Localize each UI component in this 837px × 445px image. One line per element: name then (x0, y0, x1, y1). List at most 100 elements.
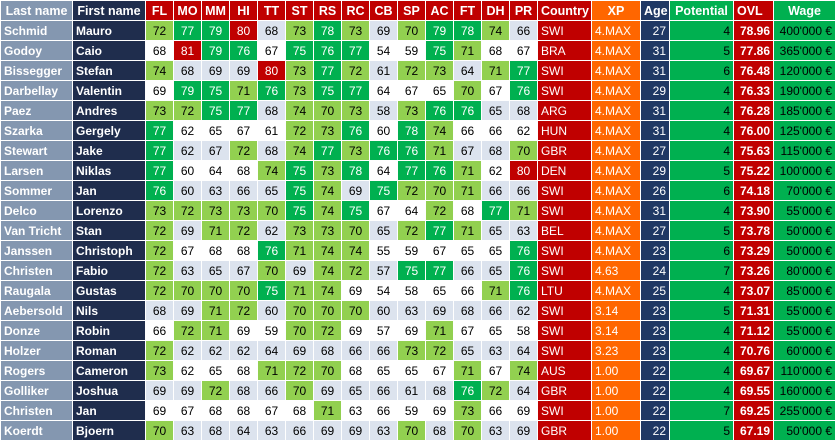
name-cell: Christoph (72, 240, 146, 261)
column-header: DH (481, 0, 510, 21)
stat-cell: 71 (453, 40, 482, 61)
stat-cell: 68 (201, 400, 230, 421)
info-cell: 73.90 (733, 200, 774, 221)
column-header: MM (201, 0, 230, 21)
stat-cell: 67 (257, 40, 286, 61)
stat-cell: 68 (201, 240, 230, 261)
stat-cell: 67 (425, 360, 454, 381)
stat-cell: 73 (145, 200, 174, 221)
stat-cell: 66 (481, 120, 510, 141)
stat-cell: 69 (509, 400, 538, 421)
stat-cell: 77 (341, 40, 370, 61)
info-cell: 73.78 (733, 220, 774, 241)
name-cell: Darbellay (0, 80, 73, 101)
column-header: PR (509, 0, 538, 21)
stat-cell: 69 (425, 300, 454, 321)
info-cell: 23 (640, 240, 670, 261)
name-cell: Andres (72, 100, 146, 121)
info-cell: GBR (537, 380, 592, 401)
name-cell: Bissegger (0, 60, 73, 81)
player-row: Van Tricht Stan 72 69 71 72 62 73 73 70 65 72 77 71 65… (0, 220, 836, 241)
stat-cell: 62 (173, 360, 202, 381)
stat-cell: 69 (173, 380, 202, 401)
stat-cell: 72 (173, 320, 202, 341)
player-row: Koerdt Bjoern 70 63 68 64 63 66 69 69 63 70 68 70 63 69… (0, 420, 836, 441)
name-cell: Stefan (72, 60, 146, 81)
name-cell: Roman (72, 340, 146, 361)
stat-cell: 76 (509, 240, 538, 261)
stat-cell: 73 (285, 20, 314, 41)
column-header: RS (313, 0, 342, 21)
info-cell: 5 (669, 160, 734, 181)
name-cell: Jan (72, 180, 146, 201)
stat-cell: 73 (341, 20, 370, 41)
info-cell: SWI (537, 180, 592, 201)
column-header: Age (640, 0, 670, 21)
column-header: FT (453, 0, 482, 21)
info-cell: 365'000 € (773, 40, 836, 61)
stat-cell: 75 (313, 80, 342, 101)
info-cell: 110'000 € (773, 360, 836, 381)
info-cell: 4.MAX (591, 140, 641, 161)
info-cell: 69.67 (733, 360, 774, 381)
info-cell: BRA (537, 40, 592, 61)
info-cell: 70.76 (733, 340, 774, 361)
info-cell: 75.22 (733, 160, 774, 181)
stat-cell: 76 (313, 40, 342, 61)
stat-cell: 74 (313, 240, 342, 261)
stat-cell: 70 (313, 100, 342, 121)
info-cell: SWI (537, 400, 592, 421)
stat-cell: 71 (257, 360, 286, 381)
stat-cell: 58 (369, 100, 398, 121)
stat-cell: 68 (453, 300, 482, 321)
info-cell: 22 (640, 420, 670, 441)
stat-cell: 68 (229, 380, 258, 401)
stat-cell: 63 (509, 220, 538, 241)
stat-cell: 72 (145, 240, 174, 261)
info-cell: 76.00 (733, 120, 774, 141)
stat-cell: 65 (201, 360, 230, 381)
name-cell: Christen (0, 400, 73, 421)
stat-cell: 79 (201, 40, 230, 61)
info-cell: 76.33 (733, 80, 774, 101)
stat-cell: 71 (285, 280, 314, 301)
stat-cell: 73 (453, 400, 482, 421)
name-cell: Schmid (0, 20, 73, 41)
info-cell: 4 (669, 20, 734, 41)
stat-cell: 71 (481, 60, 510, 81)
name-cell: Donze (0, 320, 73, 341)
info-cell: DEN (537, 160, 592, 181)
stat-cell: 61 (369, 60, 398, 81)
stat-cell: 77 (425, 260, 454, 281)
stat-cell: 66 (145, 320, 174, 341)
name-cell: Bjoern (72, 420, 146, 441)
info-cell: 4.MAX (591, 240, 641, 261)
name-cell: Fabio (72, 260, 146, 281)
name-cell: Larsen (0, 160, 73, 181)
stat-cell: 68 (229, 400, 258, 421)
stat-cell: 72 (397, 220, 426, 241)
stat-cell: 75 (201, 100, 230, 121)
info-cell: 23 (640, 340, 670, 361)
stat-cell: 67 (397, 80, 426, 101)
stat-cell: 71 (285, 240, 314, 261)
stat-cell: 77 (173, 20, 202, 41)
stat-cell: 67 (425, 240, 454, 261)
name-cell: Christen (0, 260, 73, 281)
info-cell: 31 (640, 100, 670, 121)
info-cell: 185'000 € (773, 100, 836, 121)
stat-cell: 69 (369, 20, 398, 41)
info-cell: 4 (669, 360, 734, 381)
stat-cell: 73 (201, 200, 230, 221)
stat-cell: 70 (397, 20, 426, 41)
stat-cell: 60 (369, 300, 398, 321)
stat-cell: 59 (397, 40, 426, 61)
column-header: CB (369, 0, 398, 21)
name-cell: Stan (72, 220, 146, 241)
stat-cell: 63 (369, 420, 398, 441)
stat-cell: 76 (509, 260, 538, 281)
stat-cell: 70 (257, 260, 286, 281)
column-header: XP (591, 0, 641, 21)
info-cell: SWI (537, 340, 592, 361)
stat-cell: 63 (481, 420, 510, 441)
